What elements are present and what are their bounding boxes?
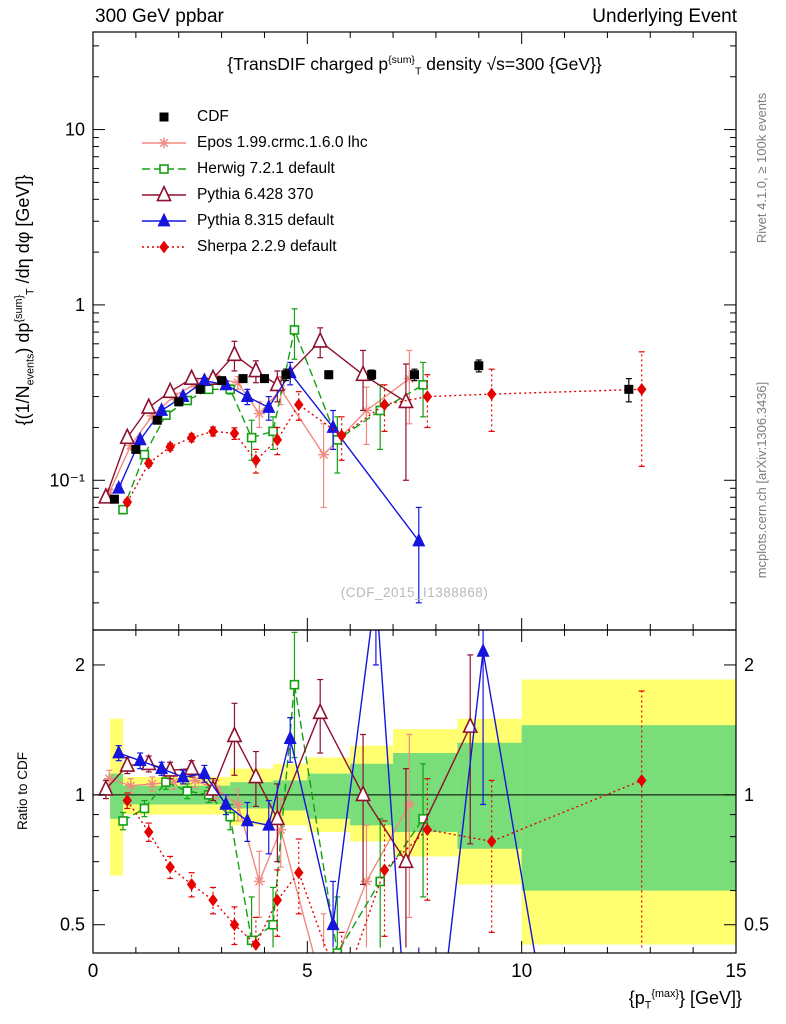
legend-entry: Epos 1.99.crmc.1.6.0 lhc (140, 130, 368, 156)
legend: CDF Epos 1.99.crmc.1.6.0 lhc Herwig 7.2.1 … (140, 104, 368, 260)
y-tick-label: 10⁻¹ (49, 470, 85, 490)
legend-entry: Pythia 8.315 default (140, 208, 368, 234)
analysis-id-watermark: (CDF_2015_I1388868) (340, 585, 489, 600)
beam-energy-label: 300 GeV ppbar (95, 6, 224, 27)
legend-marker-asterisk (142, 137, 186, 149)
plot-title: {TransDIF charged p{sum}T density √s=300… (227, 54, 602, 78)
legend-entry: CDF (140, 104, 368, 130)
ratio-tick-label-left: 0.5 (60, 915, 85, 935)
analysis-group-label: Underlying Event (592, 6, 737, 27)
x-tick-label: 10 (511, 961, 532, 982)
legend-marker-triangle (142, 212, 186, 227)
legend-label: Herwig 7.2.1 default (197, 160, 335, 177)
y-tick-label: 1 (75, 295, 85, 315)
ratio-tick-label-left: 1 (75, 785, 85, 805)
series-Pythia 6.428 370 (97, 327, 414, 504)
ratio-y-axis-label: Ratio to CDF (15, 751, 30, 831)
ratio-panel-frame (92, 629, 737, 954)
x-axis-label: {pT{max}} [GeV]} (628, 988, 742, 1012)
ratio-tick-label-right: 1 (744, 785, 754, 805)
mcplots-arxiv-note: mcplots.cern.ch [arXiv:1306.3436] (754, 381, 769, 579)
legend-marker-diamond (142, 240, 186, 254)
ratio-tick-label-left: 2 (75, 655, 85, 675)
legend-label: Sherpa 2.2.9 default (197, 238, 337, 255)
legend-label: Pythia 6.428 370 (197, 186, 314, 203)
legend-marker-triangle (142, 185, 186, 202)
legend-marker-square (159, 112, 169, 122)
legend-entry: Herwig 7.2.1 default (140, 156, 368, 182)
legend-entry: Pythia 6.428 370 (140, 182, 368, 208)
legend-label: Pythia 8.315 default (197, 212, 335, 229)
x-tick-label: 15 (725, 961, 746, 982)
series-Sherpa 2.2.9 default (122, 690, 647, 953)
legend-marker-square (142, 164, 186, 174)
x-tick-label: 5 (302, 961, 313, 982)
y-tick-label: 10 (65, 120, 85, 140)
legend-label: CDF (197, 108, 229, 125)
series-Pythia 8.315 default (112, 630, 536, 953)
ratio-tick-label-right: 2 (744, 655, 754, 675)
legend-label: Epos 1.99.crmc.1.6.0 lhc (197, 134, 368, 151)
ratio-tick-label-right: 0.5 (744, 915, 769, 935)
y-axis-label: {(1/Nevents) dp{sum}T /dη dφ [GeV]} (13, 174, 37, 426)
series-CDF (109, 359, 634, 504)
series-Sherpa 2.2.9 default (122, 351, 647, 509)
rivet-version-note: Rivet 4.1.0, ≥ 100k events (754, 92, 769, 244)
series-Pythia 8.315 default (112, 361, 426, 604)
x-tick-label: 0 (88, 961, 99, 982)
legend-entry: Sherpa 2.2.9 default (140, 234, 368, 260)
